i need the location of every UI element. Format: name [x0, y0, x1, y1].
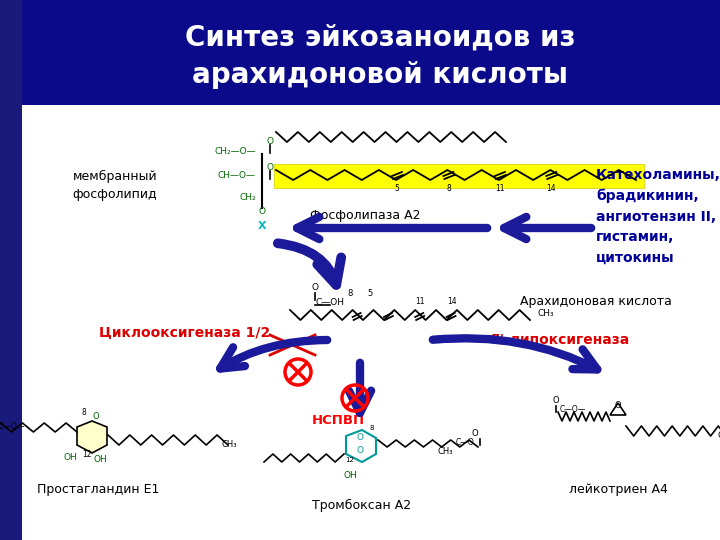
- Polygon shape: [77, 421, 107, 453]
- Text: 8: 8: [370, 425, 374, 431]
- Bar: [572, 0, 594, 105]
- Text: Циклооксигеназа 1/2: Циклооксигеназа 1/2: [99, 325, 271, 339]
- Text: CH₂: CH₂: [239, 193, 256, 202]
- Text: CH₃: CH₃: [718, 431, 720, 440]
- Bar: [198, 0, 220, 105]
- Bar: [110, 0, 132, 105]
- Bar: [44, 0, 66, 105]
- Bar: [396, 0, 418, 105]
- Text: 8: 8: [347, 289, 353, 298]
- Text: 8: 8: [446, 184, 451, 193]
- Bar: [66, 0, 88, 105]
- Text: O: O: [356, 446, 364, 455]
- Bar: [330, 0, 352, 105]
- Bar: [220, 0, 242, 105]
- Text: Катехоламины,
брадикинин,
ангиотензин II,
гистамин,
цитокины: Катехоламины, брадикинин, ангиотензин II…: [596, 168, 720, 265]
- Text: CH₂—O—: CH₂—O—: [215, 147, 256, 157]
- Bar: [132, 0, 154, 105]
- Bar: [286, 0, 308, 105]
- Text: 5: 5: [367, 289, 373, 298]
- Bar: [660, 0, 682, 105]
- Bar: [22, 0, 44, 105]
- Bar: [616, 0, 638, 105]
- Text: Фосфолипаза А2: Фосфолипаза А2: [310, 209, 420, 222]
- Text: O: O: [472, 429, 478, 438]
- Bar: [176, 0, 198, 105]
- Text: O: O: [266, 138, 274, 146]
- Text: 12: 12: [346, 457, 354, 463]
- Text: арахидоновой кислоты: арахидоновой кислоты: [192, 61, 568, 89]
- Text: C—OH: C—OH: [315, 298, 344, 307]
- Bar: [242, 0, 264, 105]
- Bar: [462, 0, 484, 105]
- Text: Синтез эйкозаноидов из: Синтез эйкозаноидов из: [185, 24, 575, 52]
- Bar: [352, 0, 374, 105]
- Text: O: O: [258, 207, 266, 217]
- Bar: [88, 0, 110, 105]
- Text: CH—O—: CH—O—: [218, 172, 256, 180]
- Bar: [274, 164, 644, 188]
- Bar: [22, 0, 720, 105]
- Bar: [418, 0, 440, 105]
- Bar: [264, 0, 286, 105]
- Text: 11: 11: [415, 297, 425, 306]
- Bar: [374, 0, 396, 105]
- Polygon shape: [610, 403, 626, 415]
- Text: Арахидоновая кислота: Арахидоновая кислота: [520, 295, 672, 308]
- Text: 8: 8: [81, 408, 86, 417]
- Text: лейкотриен А4: лейкотриен А4: [569, 483, 667, 496]
- Bar: [550, 0, 572, 105]
- Bar: [528, 0, 550, 105]
- Text: C—O: C—O: [456, 438, 474, 447]
- Text: O: O: [266, 164, 274, 172]
- Text: CH₃: CH₃: [437, 447, 453, 456]
- Bar: [506, 0, 528, 105]
- Bar: [594, 0, 616, 105]
- Text: O: O: [356, 433, 364, 442]
- Text: НСПВП: НСПВП: [312, 414, 364, 427]
- Text: OH: OH: [63, 453, 77, 462]
- Text: CH₃: CH₃: [538, 309, 554, 318]
- Text: 12: 12: [82, 450, 91, 459]
- Bar: [308, 0, 330, 105]
- Polygon shape: [346, 430, 376, 462]
- Text: CH₃: CH₃: [222, 440, 238, 449]
- Text: 11: 11: [495, 184, 505, 193]
- Text: Тромбоксан А2: Тромбоксан А2: [312, 498, 412, 511]
- Text: O: O: [312, 283, 318, 292]
- Bar: [22, 105, 720, 540]
- Text: O: O: [553, 396, 559, 405]
- Text: O: O: [615, 401, 621, 410]
- Text: C—O—: C—O—: [0, 422, 25, 431]
- Text: 5'-липоксигеназа: 5'-липоксигеназа: [490, 333, 629, 347]
- Text: 14: 14: [546, 184, 556, 193]
- Text: CH₃: CH₃: [486, 335, 504, 345]
- Bar: [0, 0, 22, 540]
- Text: Простагландин Е1: Простагландин Е1: [37, 483, 159, 496]
- Bar: [440, 0, 462, 105]
- Text: C—O—: C—O—: [560, 405, 586, 414]
- Text: 5: 5: [395, 184, 400, 193]
- Text: 14: 14: [446, 297, 456, 306]
- Text: O: O: [93, 412, 99, 421]
- Bar: [638, 0, 660, 105]
- Text: мембранный
фосфолипид: мембранный фосфолипид: [73, 170, 157, 200]
- Bar: [154, 0, 176, 105]
- Bar: [484, 0, 506, 105]
- Text: X: X: [258, 221, 266, 231]
- Text: OH: OH: [343, 471, 357, 480]
- Text: OH: OH: [93, 455, 107, 464]
